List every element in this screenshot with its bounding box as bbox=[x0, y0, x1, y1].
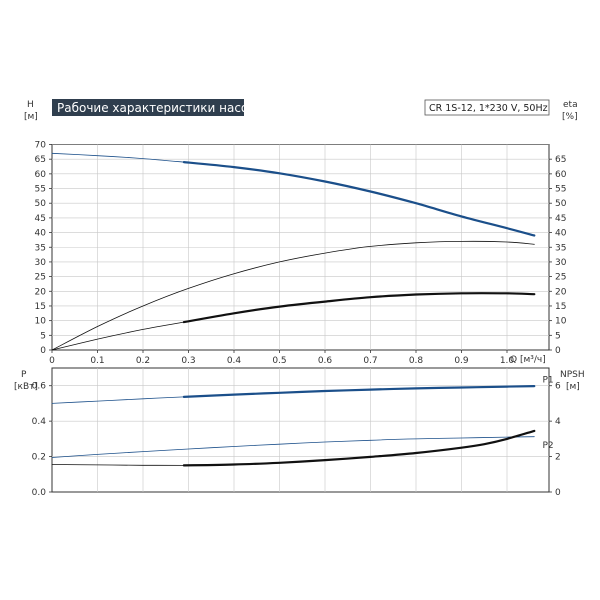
bottom-plot: 0.0 0.2 0.4 0.6 0 2 4 6 bbox=[32, 367, 561, 498]
right-tick-label: 0 bbox=[555, 488, 561, 498]
q-axis-label: Q [м³/ч] bbox=[510, 355, 546, 365]
right-tick-label: 5 bbox=[555, 331, 561, 341]
x-tick-label: 0.1 bbox=[90, 356, 104, 366]
left-tick-label: 30 bbox=[35, 258, 47, 268]
series-H-thick bbox=[182, 161, 536, 237]
left-tick-label: 20 bbox=[35, 287, 47, 297]
title-background bbox=[52, 99, 244, 116]
p1-curve-label: P1 bbox=[543, 376, 554, 386]
right-tick-label: 20 bbox=[555, 287, 567, 297]
series-NPSH-thick bbox=[182, 429, 536, 467]
p2-curve-label: P2 bbox=[543, 441, 554, 451]
right-tick-label: 40 bbox=[555, 229, 567, 239]
bottom-series bbox=[51, 385, 536, 467]
npsh-axis-unit: [м] bbox=[566, 382, 580, 392]
left-tick-label: 0.0 bbox=[32, 488, 47, 498]
right-tick-label: 65 bbox=[555, 155, 566, 165]
left-tick-label: 55 bbox=[35, 185, 46, 195]
right-tick-label: 2 bbox=[555, 453, 561, 463]
model-label: CR 1S-12, 1*230 V, 50Hz bbox=[429, 103, 548, 114]
left-tick-label: 0.4 bbox=[32, 417, 47, 427]
left-tick-label: 15 bbox=[35, 302, 46, 312]
left-tick-label: 40 bbox=[35, 229, 47, 239]
series-P2 bbox=[51, 436, 535, 458]
right-tick-label: 35 bbox=[555, 243, 566, 253]
x-tick-label: 0.6 bbox=[318, 356, 333, 366]
left-tick-label: 25 bbox=[35, 273, 46, 283]
top-left-ticks: 0 5 10 15 20 25 30 35 40 45 50 55 60 65 70 bbox=[35, 141, 52, 356]
left-tick-label: 50 bbox=[35, 199, 47, 209]
bottom-plot-frame bbox=[51, 367, 550, 493]
x-tick-label: 0.7 bbox=[363, 356, 377, 366]
h-axis-label: H bbox=[27, 100, 34, 110]
top-series bbox=[51, 152, 536, 351]
right-tick-label: 60 bbox=[555, 170, 567, 180]
right-tick-label: 6 bbox=[555, 382, 561, 392]
x-tick-label: 0.5 bbox=[272, 356, 286, 366]
left-tick-label: 0 bbox=[40, 346, 46, 356]
npsh-axis-label: NPSH bbox=[560, 370, 585, 380]
right-tick-label: 4 bbox=[555, 417, 561, 427]
p-axis-label: P bbox=[21, 370, 27, 380]
left-tick-label: 0.2 bbox=[32, 453, 46, 463]
x-tick-label: 0.2 bbox=[136, 356, 150, 366]
right-tick-label: 30 bbox=[555, 258, 567, 268]
left-tick-label: 0.6 bbox=[32, 382, 47, 392]
right-tick-label: 15 bbox=[555, 302, 566, 312]
series-eta-lower-thick bbox=[182, 292, 536, 324]
series-NPSH-thin bbox=[51, 464, 185, 466]
right-tick-label: 10 bbox=[555, 317, 567, 327]
left-tick-label: 45 bbox=[35, 214, 46, 224]
model-box bbox=[424, 99, 550, 116]
x-tick-label: 0.4 bbox=[227, 356, 242, 366]
x-tick-label: 0.8 bbox=[409, 356, 424, 366]
series-eta-lower-thin bbox=[51, 321, 185, 351]
left-tick-label: 5 bbox=[40, 331, 46, 341]
bottom-right-ticks: 0 2 4 6 bbox=[549, 382, 561, 498]
x-tick-label: 1.0 bbox=[500, 356, 515, 366]
series-eta-upper bbox=[51, 240, 535, 351]
top-right-ticks: 0 5 10 15 20 25 30 35 40 45 50 55 60 65 bbox=[549, 155, 567, 356]
eta-axis-unit: [%] bbox=[562, 112, 578, 122]
series-P1-thick bbox=[182, 385, 536, 398]
series-H-thin bbox=[51, 152, 185, 163]
h-axis-unit: [м] bbox=[24, 112, 38, 122]
top-x-ticks: 0 0.1 0.2 0.3 0.4 0.5 0.6 0.7 0.8 0.9 1.0 bbox=[49, 350, 514, 366]
left-tick-label: 35 bbox=[35, 243, 46, 253]
eta-axis-label: eta bbox=[563, 100, 578, 110]
bottom-left-ticks: 0.0 0.2 0.4 0.6 bbox=[32, 382, 52, 498]
top-plot: 0 5 10 15 20 25 30 35 40 45 50 55 60 65 70 0 5 10 15 20 25 3… bbox=[35, 141, 567, 367]
x-tick-label: 0.3 bbox=[181, 356, 195, 366]
series-P1-thin bbox=[51, 396, 185, 404]
right-tick-label: 0 bbox=[555, 346, 561, 356]
p-axis-unit: [кВт] bbox=[14, 382, 38, 392]
x-tick-label: 0 bbox=[49, 356, 55, 366]
left-tick-label: 10 bbox=[35, 317, 47, 327]
right-tick-label: 45 bbox=[555, 214, 566, 224]
top-grid bbox=[52, 144, 549, 350]
left-tick-label: 60 bbox=[35, 170, 47, 180]
right-tick-label: 25 bbox=[555, 273, 566, 283]
x-tick-label: 0.9 bbox=[454, 356, 469, 366]
chart-title: Рабочие характеристики насоса bbox=[57, 101, 262, 115]
left-tick-label: 70 bbox=[35, 141, 47, 151]
right-tick-label: 55 bbox=[555, 185, 566, 195]
left-tick-label: 65 bbox=[35, 155, 46, 165]
right-tick-label: 50 bbox=[555, 199, 567, 209]
